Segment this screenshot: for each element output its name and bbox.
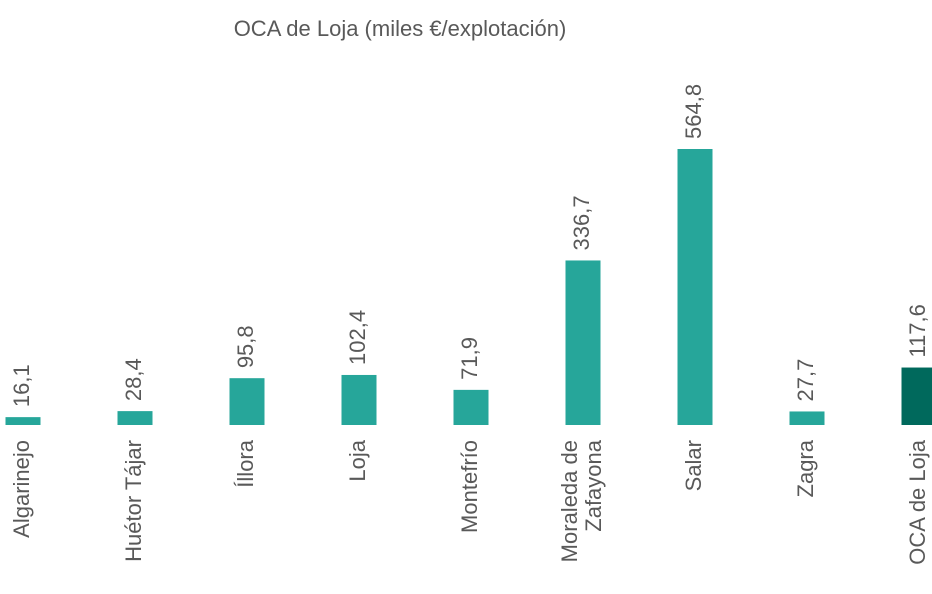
x-tick-label: Loja — [345, 439, 370, 481]
chart-title: OCA de Loja (miles €/explotación) — [234, 16, 567, 41]
x-tick-label: Huétor Tájar — [121, 440, 146, 562]
bar — [229, 378, 265, 425]
x-tick-label: OCA de Loja — [905, 439, 930, 565]
value-label: 336,7 — [569, 195, 594, 250]
value-label: 28,4 — [121, 358, 146, 401]
x-tick-label: Algarinejo — [9, 440, 34, 538]
bar — [453, 389, 489, 425]
bar — [341, 374, 377, 425]
x-tick-label: Salar — [681, 440, 706, 491]
bar — [677, 149, 713, 425]
x-tick-label: Montefrío — [457, 440, 482, 533]
x-tick-label: Zagra — [793, 439, 818, 497]
value-label: 102,4 — [345, 310, 370, 365]
bar — [901, 367, 932, 425]
bar — [5, 417, 41, 425]
value-label: 71,9 — [457, 337, 482, 380]
bar — [789, 411, 825, 425]
value-label: 564,8 — [681, 84, 706, 139]
bar — [565, 260, 601, 425]
value-label: 95,8 — [233, 325, 258, 368]
x-tick-label: Íllora — [233, 439, 258, 487]
x-tick-label: Moraleda deZafayona — [557, 439, 606, 562]
value-label: 27,7 — [793, 359, 818, 402]
value-label: 16,1 — [9, 364, 34, 407]
bar — [117, 411, 153, 425]
value-label: 117,6 — [905, 304, 930, 357]
